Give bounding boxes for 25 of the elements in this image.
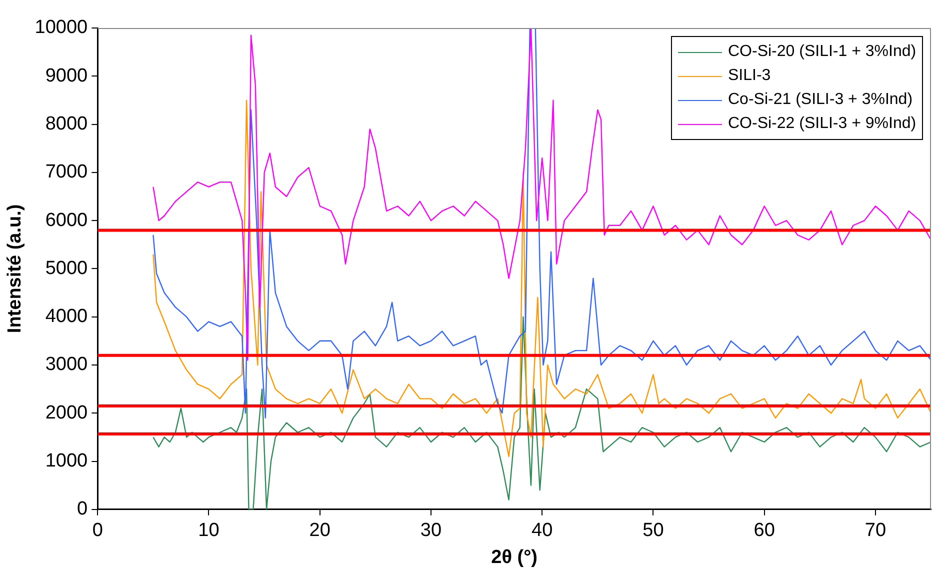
y-tick-label: 0 bbox=[77, 498, 88, 520]
legend-label: SILI-3 bbox=[728, 67, 771, 85]
legend-label: CO-Si-20 (SILI-1 + 3%Ind) bbox=[728, 43, 916, 61]
x-tick-label: 40 bbox=[532, 520, 553, 542]
y-tick-label: 5000 bbox=[45, 258, 88, 279]
x-tick-label: 0 bbox=[92, 520, 103, 542]
x-tick-label: 60 bbox=[754, 520, 775, 542]
y-tick-label: 1000 bbox=[45, 450, 88, 472]
x-tick-label: 70 bbox=[864, 520, 886, 542]
y-tick-label: 2000 bbox=[45, 402, 88, 424]
y-tick-label: 8000 bbox=[45, 114, 88, 135]
x-tick-label: 50 bbox=[642, 520, 664, 542]
y-tick-label: 9000 bbox=[45, 65, 88, 86]
legend-label: Co-Si-21 (SILI-3 + 3%Ind) bbox=[728, 91, 913, 109]
y-axis-title: Intensité (a.u.) bbox=[4, 204, 26, 334]
x-tick-label: 10 bbox=[198, 520, 220, 542]
y-tick-label: 7000 bbox=[45, 162, 88, 183]
x-tick-label: 20 bbox=[309, 520, 330, 542]
y-tick-label: 3000 bbox=[45, 354, 88, 376]
y-tick-label: 4000 bbox=[45, 306, 88, 328]
x-tick-label: 30 bbox=[420, 520, 442, 542]
y-tick-label: 10000 bbox=[34, 17, 88, 38]
x-axis-title: 2θ (°) bbox=[491, 546, 538, 568]
legend-label: CO-Si-22 (SILI-3 + 9%Ind) bbox=[728, 115, 916, 133]
y-tick-label: 6000 bbox=[45, 210, 88, 231]
